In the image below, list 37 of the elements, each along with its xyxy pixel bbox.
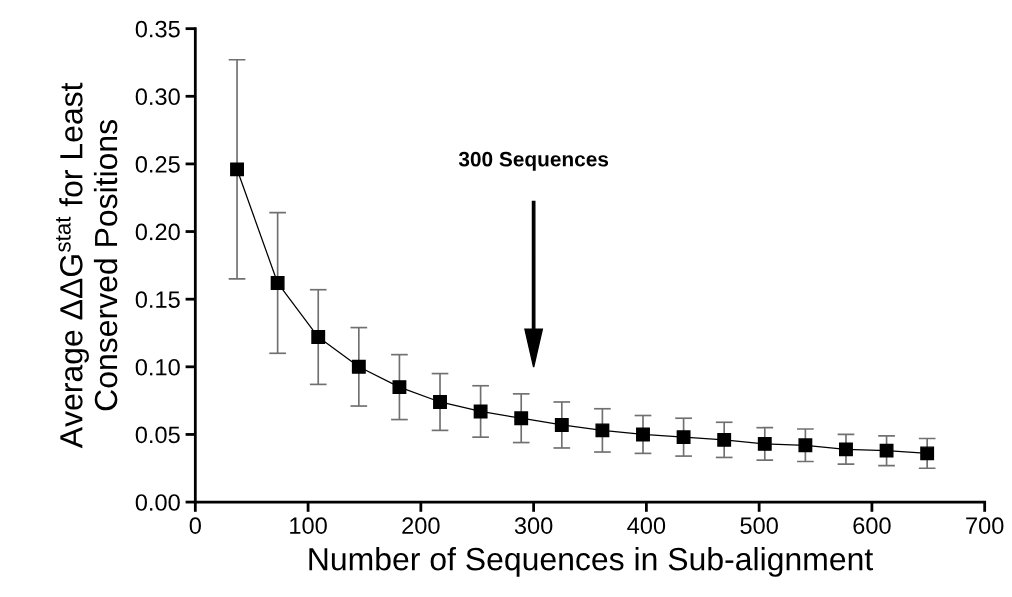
point: [554, 418, 569, 432]
x-tick-label: 500: [740, 517, 778, 534]
point: [757, 436, 772, 451]
x-tick-label: 200: [402, 517, 440, 534]
point: [473, 404, 488, 419]
point: [230, 162, 244, 177]
point: [636, 427, 650, 442]
point: [351, 359, 366, 374]
point: [879, 443, 894, 458]
point: [514, 411, 529, 426]
y-tick-label: 0.35: [135, 20, 180, 38]
y-tick-label: 0.25: [135, 155, 180, 173]
x-tick-label: 400: [627, 517, 666, 534]
x-tick-label: 700: [966, 517, 1004, 534]
point: [798, 438, 813, 453]
y-tick-label: 0.15: [135, 291, 180, 308]
x-tick-label: 0: [189, 517, 201, 534]
y-tick-label: 0.20: [135, 223, 180, 241]
point: [311, 330, 326, 345]
point: [433, 395, 447, 409]
x-axis-title: Number of Sequences in Sub-alignment: [309, 547, 874, 577]
annotation: 300 Sequences: [458, 151, 609, 171]
point: [920, 446, 935, 461]
point: [717, 432, 732, 447]
point: [270, 276, 285, 290]
point: [676, 430, 691, 445]
x-tick-label: 300: [514, 517, 553, 534]
x-tick-label: 100: [290, 517, 327, 534]
point: [839, 442, 853, 457]
y-tick-label: 0.30: [135, 88, 180, 106]
y-tick-label: 0.10: [135, 358, 180, 376]
y-axis-title: Average ΔΔG$^{stat}$ for Least Conserved Positions: [56, 82, 118, 449]
y-tick-label: 0.00: [135, 494, 180, 511]
point: [392, 380, 407, 395]
point: [595, 423, 610, 438]
x-tick-label: 600: [853, 517, 891, 534]
y-tick-label: 0.05: [135, 426, 180, 444]
